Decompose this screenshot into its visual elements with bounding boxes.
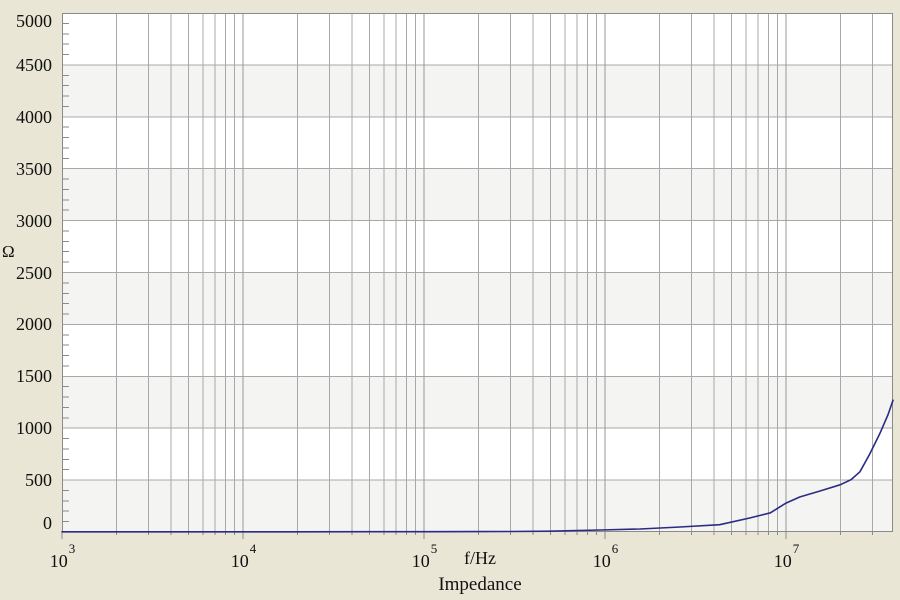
x-tick-exponent: 5: [430, 541, 438, 556]
x-tick-exponent: 7: [792, 541, 800, 556]
plot-area: [61, 13, 894, 539]
x-tick-base: 10: [773, 551, 792, 571]
x-tick-base: 10: [592, 551, 611, 571]
x-tick-label: 104: [230, 541, 257, 572]
y-tick-label: 4500: [16, 54, 52, 75]
x-tick-label: 106: [592, 541, 619, 572]
y-tick-label: 3000: [16, 210, 52, 231]
x-tick-label: 105: [411, 541, 438, 572]
x-tick-base: 10: [230, 551, 249, 571]
y-axis-unit-label: Ω: [2, 242, 15, 261]
x-tick-label: 107: [773, 541, 800, 572]
y-tick-label: 2000: [16, 314, 52, 335]
chart-title: Impedance: [438, 574, 522, 595]
y-tick-label: 5000: [16, 11, 52, 31]
y-tick-label: 2500: [16, 262, 52, 283]
x-tick-base: 10: [49, 551, 68, 571]
y-tick-label: 500: [25, 470, 52, 491]
impedance-curve: [61, 399, 894, 533]
y-tick-label: 1500: [16, 366, 52, 387]
y-tick-label: 0: [43, 513, 52, 533]
x-tick-exponent: 4: [249, 541, 257, 556]
x-tick-exponent: 3: [68, 541, 76, 556]
impedance-chart: [61, 13, 894, 539]
x-tick-label: 103: [49, 541, 76, 572]
x-tick-exponent: 6: [611, 541, 619, 556]
y-tick-label: 1000: [16, 418, 52, 439]
x-axis-label: f/Hz: [464, 548, 496, 568]
x-tick-base: 10: [411, 551, 430, 571]
y-tick-label: 3500: [16, 158, 52, 179]
y-tick-label: 4000: [16, 106, 52, 127]
